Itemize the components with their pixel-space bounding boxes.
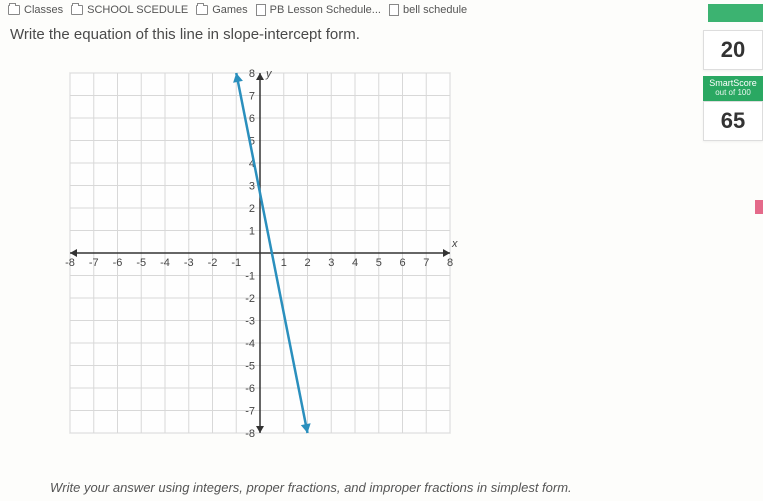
svg-text:-8: -8 bbox=[65, 257, 75, 269]
svg-text:-1: -1 bbox=[245, 271, 255, 283]
svg-text:-6: -6 bbox=[113, 257, 123, 269]
svg-text:1: 1 bbox=[281, 257, 287, 269]
svg-text:3: 3 bbox=[249, 181, 255, 193]
smartscore-value: 65 bbox=[703, 101, 763, 141]
bookmark-games[interactable]: Games bbox=[196, 4, 247, 16]
score-panel: 20 SmartScore out of 100 65 bbox=[703, 30, 763, 141]
svg-text:3: 3 bbox=[328, 257, 334, 269]
svg-text:8: 8 bbox=[447, 257, 453, 269]
bookmark-label: Classes bbox=[24, 4, 63, 16]
bookmark-label: bell schedule bbox=[403, 4, 467, 16]
bookmark-school-schedule[interactable]: SCHOOL SCEDULE bbox=[71, 4, 188, 16]
doc-icon bbox=[389, 4, 399, 16]
svg-text:-8: -8 bbox=[245, 428, 255, 440]
svg-text:8: 8 bbox=[249, 68, 255, 80]
svg-text:7: 7 bbox=[423, 257, 429, 269]
graph: -8 -7 -6 -5 -4 -3 -2 -1 1 2 3 4 5 6 7 8 -8 -7 -6 -5 -4 -3 -2 -1… bbox=[50, 53, 470, 453]
svg-text:-5: -5 bbox=[245, 361, 255, 373]
bookmarks-bar: Classes SCHOOL SCEDULE Games PB Lesson S… bbox=[0, 0, 763, 20]
bookmark-classes[interactable]: Classes bbox=[8, 4, 63, 16]
svg-text:2: 2 bbox=[304, 257, 310, 269]
coordinate-plane: -8 -7 -6 -5 -4 -3 -2 -1 1 2 3 4 5 6 7 8 -8 -7 -6 -5 -4 -3 -2 -1… bbox=[50, 53, 470, 453]
question-prompt: Write the equation of this line in slope… bbox=[0, 20, 763, 53]
svg-text:-2: -2 bbox=[245, 293, 255, 305]
folder-icon bbox=[8, 5, 20, 15]
svg-text:6: 6 bbox=[249, 113, 255, 125]
question-count: 20 bbox=[703, 30, 763, 70]
folder-icon bbox=[71, 5, 83, 15]
answer-instruction: Write your answer using integers, proper… bbox=[50, 480, 572, 495]
svg-text:x: x bbox=[451, 238, 458, 250]
svg-text:1: 1 bbox=[249, 226, 255, 238]
smartscore-sub: out of 100 bbox=[705, 89, 761, 98]
doc-icon bbox=[256, 4, 266, 16]
svg-text:7: 7 bbox=[249, 91, 255, 103]
svg-text:4: 4 bbox=[352, 257, 358, 269]
svg-text:-2: -2 bbox=[208, 257, 218, 269]
bookmark-bell-schedule[interactable]: bell schedule bbox=[389, 4, 467, 16]
svg-text:6: 6 bbox=[399, 257, 405, 269]
svg-text:-4: -4 bbox=[245, 338, 255, 350]
svg-text:2: 2 bbox=[249, 203, 255, 215]
bookmark-label: PB Lesson Schedule... bbox=[270, 4, 381, 16]
svg-text:-1: -1 bbox=[231, 257, 241, 269]
folder-icon bbox=[196, 5, 208, 15]
svg-text:-6: -6 bbox=[245, 383, 255, 395]
svg-text:-7: -7 bbox=[89, 257, 99, 269]
bookmark-label: Games bbox=[212, 4, 247, 16]
bookmark-pb-lesson[interactable]: PB Lesson Schedule... bbox=[256, 4, 381, 16]
status-tab bbox=[708, 4, 763, 22]
smartscore-header: SmartScore out of 100 bbox=[703, 76, 763, 101]
svg-text:-3: -3 bbox=[184, 257, 194, 269]
svg-text:-4: -4 bbox=[160, 257, 170, 269]
svg-text:-3: -3 bbox=[245, 316, 255, 328]
bookmark-label: SCHOOL SCEDULE bbox=[87, 4, 188, 16]
svg-text:-7: -7 bbox=[245, 406, 255, 418]
svg-text:5: 5 bbox=[376, 257, 382, 269]
side-accent bbox=[755, 200, 763, 214]
svg-text:-5: -5 bbox=[136, 257, 146, 269]
